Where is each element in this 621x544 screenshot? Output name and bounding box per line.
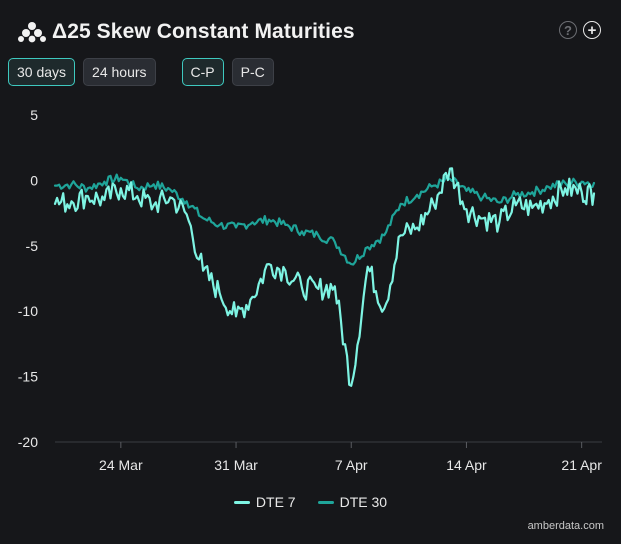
chart-header: Δ25 Skew Constant Maturities	[18, 20, 355, 44]
x-tick-label: 14 Apr	[446, 457, 487, 473]
header-actions: ? +	[559, 21, 601, 39]
x-tick-label: 24 Mar	[99, 457, 143, 473]
x-tick-label: 7 Apr	[335, 457, 368, 473]
series-line-dte7	[53, 167, 596, 387]
y-tick-label: -15	[18, 369, 38, 385]
y-tick-label: -20	[18, 434, 38, 450]
amberdata-logo-icon	[18, 22, 46, 43]
skew-line-chart: 5 0 -5 -10 -15 -20 24 Mar 31 Mar 7 Apr 14 Apr 21 A…	[18, 107, 602, 473]
range-30-days-button[interactable]: 30 days	[8, 58, 76, 86]
series-line-dte30	[53, 173, 596, 266]
brand-watermark: amberdata.com	[527, 520, 604, 532]
legend-swatch-dte7	[233, 500, 250, 504]
add-icon[interactable]: +	[583, 21, 601, 39]
chart-controls: 30 days 24 hours C-P P-C	[8, 58, 282, 86]
legend-item-dte30[interactable]: DTE 30	[317, 494, 388, 510]
mode-c-p-button[interactable]: C-P	[181, 58, 224, 86]
x-tick-label: 31 Mar	[214, 457, 258, 473]
legend-label-dte7: DTE 7	[255, 494, 296, 510]
mode-p-c-button[interactable]: P-C	[231, 58, 274, 86]
y-tick-label: -5	[26, 238, 39, 254]
chart-legend: DTE 7 DTE 30	[0, 494, 621, 510]
chart-title: Δ25 Skew Constant Maturities	[52, 20, 355, 43]
legend-item-dte7[interactable]: DTE 7	[233, 494, 296, 510]
y-tick-label: 0	[30, 172, 38, 188]
help-icon[interactable]: ?	[559, 21, 577, 39]
range-24-hours-button[interactable]: 24 hours	[83, 58, 156, 86]
y-tick-label: -10	[18, 303, 38, 319]
x-tick-label: 21 Apr	[561, 457, 602, 473]
legend-swatch-dte30	[317, 500, 334, 504]
legend-label-dte30: DTE 30	[339, 494, 388, 510]
y-tick-label: 5	[30, 107, 38, 123]
